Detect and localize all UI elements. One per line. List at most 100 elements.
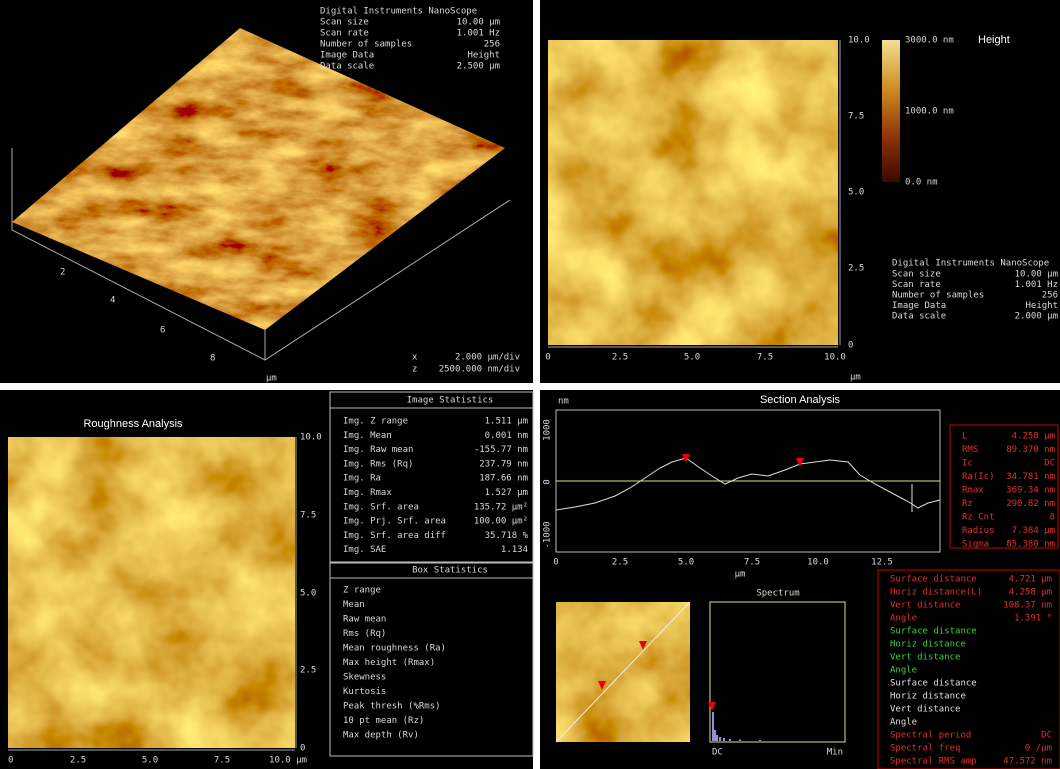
- scale-axis: z: [412, 365, 417, 375]
- box-stat: Mean: [343, 600, 365, 610]
- row-label: Rz: [962, 499, 973, 509]
- row-value: 108.37 nm: [1003, 601, 1052, 611]
- row-value: 8: [1050, 513, 1055, 523]
- row-label: Spectral freq: [890, 744, 960, 754]
- x-tick-label: 10.0: [807, 558, 829, 568]
- info-header: Digital Instruments NanoScope: [320, 7, 477, 17]
- row-label: Img. Srf. area diff: [343, 531, 446, 541]
- x-tick-label: 7.5: [214, 756, 230, 766]
- y-tick-label: 10.0: [848, 36, 870, 46]
- row-value: 1.001 Hz: [1015, 280, 1058, 290]
- row-label: Sigma: [962, 540, 989, 550]
- x-tick-label: 5.0: [678, 558, 694, 568]
- box-stat: Rms (Rq): [343, 629, 386, 639]
- x-tick-label: 0: [553, 558, 558, 568]
- row-label: Image Data: [320, 51, 374, 61]
- row-label: Scan rate: [892, 280, 941, 290]
- x-tick-label: 2.5: [612, 558, 628, 568]
- spectrum-axis: Min: [827, 748, 843, 758]
- row-value: 10.00 µm: [1015, 270, 1058, 280]
- row-label: Img. Srf. area: [343, 502, 419, 512]
- y-tick-label: 5.0: [300, 589, 316, 599]
- row-label: Data scale: [892, 312, 946, 322]
- row-value: 256: [484, 40, 500, 50]
- box-stat: Max height (Rmax): [343, 658, 435, 668]
- box-title: Image Statistics: [407, 396, 494, 406]
- row-label: Rz Cnt: [962, 513, 995, 523]
- row-label: Radius: [962, 526, 995, 536]
- axis-unit: nm: [558, 397, 569, 407]
- axis-unit: µm: [735, 570, 746, 580]
- row-label: Scan size: [892, 270, 941, 280]
- y-tick-label: 0: [300, 744, 305, 754]
- row-value: 0 /µm: [1025, 744, 1052, 754]
- row-value: 0.001 nm: [485, 431, 528, 441]
- row-label: Img. Rms (Rq): [343, 459, 413, 469]
- row-label: Horiz distance: [890, 640, 966, 650]
- y-tick-label: 2.5: [300, 666, 316, 676]
- row-value: 10.00 µm: [457, 18, 500, 28]
- row-label: Spectral period: [890, 731, 971, 741]
- row-label: Scan size: [320, 18, 369, 28]
- panel-title: Roughness Analysis: [83, 418, 183, 430]
- y-tick-label: 7.5: [848, 112, 864, 122]
- box-stat: Skewness: [343, 673, 386, 683]
- row-label: Image Data: [892, 301, 946, 311]
- row-label: Vert distance: [890, 653, 960, 663]
- x-tick-label: 2.5: [612, 353, 628, 363]
- row-value: DC: [1044, 459, 1055, 469]
- row-label: Img. Ra: [343, 474, 381, 484]
- row-label: Img. Prj. Srf. area: [343, 517, 446, 527]
- row-label: Ra(Ic): [962, 472, 995, 482]
- y-tick-label: 1000: [543, 419, 553, 441]
- row-value: 7.384 µm: [1012, 526, 1055, 536]
- x-tick-label: 5.0: [142, 756, 158, 766]
- row-value: 187.66 nm: [479, 474, 528, 484]
- row-value: 135.72 µm²: [474, 502, 528, 512]
- colorbar-label: 3000.0 nm: [905, 36, 954, 46]
- axis-label: 6: [160, 326, 165, 336]
- row-label: Ic: [962, 459, 973, 469]
- y-tick-label: 2.5: [848, 264, 864, 274]
- row-label: Img. Mean: [343, 431, 392, 441]
- row-value: 369.34 nm: [1006, 486, 1055, 496]
- axis-label: 8: [210, 354, 215, 364]
- row-label: Img. Rmax: [343, 488, 392, 498]
- row-value: 1.511 µm: [485, 417, 528, 427]
- y-tick-label: 0: [848, 341, 853, 351]
- row-value: DC: [1041, 731, 1052, 741]
- row-value: 2.000 µm: [1015, 312, 1058, 322]
- row-value: 4.258 µm: [1012, 432, 1055, 442]
- box-stat: Max depth (Rv): [343, 731, 419, 741]
- row-label: Surface distance: [890, 627, 977, 637]
- panel-title: Section Analysis: [760, 394, 841, 406]
- colorbar-label: 0.0 nm: [905, 178, 938, 188]
- colorbar-label: 1000.0 nm: [905, 107, 954, 117]
- row-label: Img. SAE: [343, 545, 386, 555]
- axis-label: 4: [110, 296, 115, 306]
- row-value: Height: [467, 51, 500, 61]
- colorbar: [882, 40, 900, 182]
- row-value: 4.258 µm: [1009, 588, 1052, 598]
- y-tick-label: 10.0: [300, 433, 322, 443]
- row-label: Horiz distance(L): [890, 588, 982, 598]
- image-title: Height: [978, 34, 1010, 46]
- row-label: Number of samples: [892, 291, 984, 301]
- row-label: Surface distance: [890, 679, 977, 689]
- row-label: Rmax: [962, 486, 984, 496]
- row-label: Number of samples: [320, 40, 412, 50]
- row-value: 256: [1042, 291, 1058, 301]
- row-value: 237.79 nm: [479, 459, 528, 469]
- row-label: Scan rate: [320, 29, 369, 39]
- row-label: Surface distance: [890, 575, 977, 585]
- row-label: Angle: [890, 666, 917, 676]
- row-value: 89.370 nm: [1006, 445, 1055, 455]
- row-label: Img. Raw mean: [343, 445, 413, 455]
- x-tick-label: 0: [8, 756, 13, 766]
- y-tick-label: -1000: [543, 521, 553, 548]
- x-tick-label: 10.0 µm: [269, 756, 307, 766]
- row-label: Vert distance: [890, 705, 960, 715]
- box-stat: Z range: [343, 586, 381, 596]
- roughness-image: [8, 437, 295, 748]
- x-tick-label: 10.0: [824, 353, 846, 363]
